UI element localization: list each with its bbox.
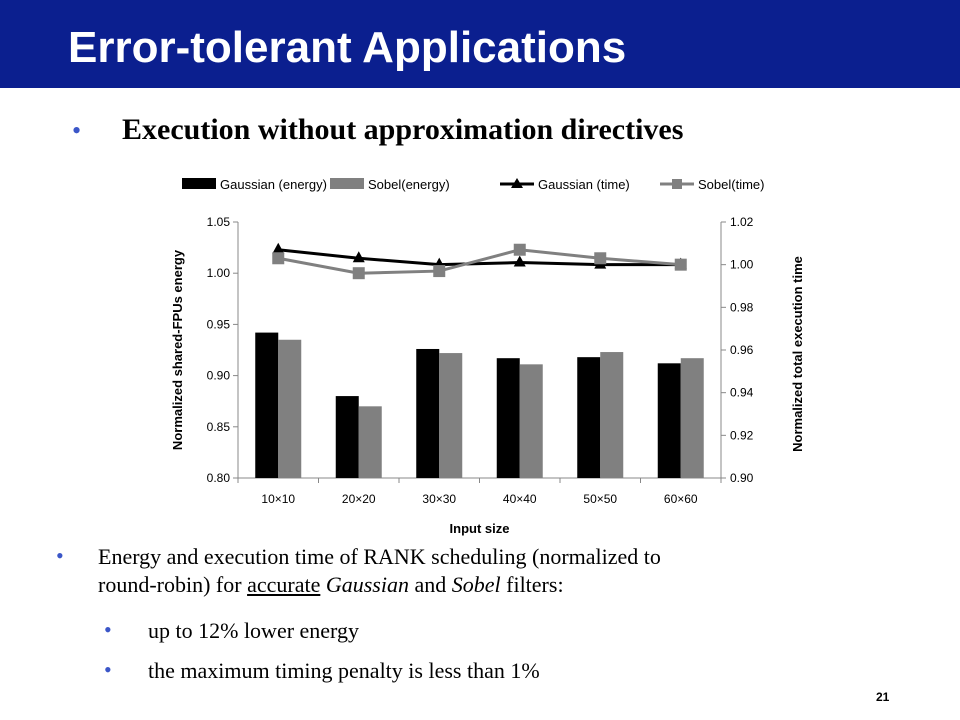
right-tick-label: 1.02 bbox=[730, 215, 754, 229]
right-tick-label: 0.94 bbox=[730, 386, 754, 400]
point-sobel-time bbox=[433, 265, 446, 278]
line-gaussian-time bbox=[278, 248, 681, 267]
text-accurate: accurate bbox=[247, 572, 321, 597]
left-tick-label: 0.85 bbox=[207, 420, 231, 434]
title-bar bbox=[0, 0, 960, 88]
bullet-dot: • bbox=[104, 657, 112, 682]
right-tick-label: 0.98 bbox=[730, 300, 754, 314]
bullet-sub-2-text: the maximum timing penalty is less than … bbox=[148, 658, 540, 683]
bullet-dot: • bbox=[104, 617, 112, 642]
chart: 0.80 0.85 0.90 0.95 1.00 1.05 0.90 0.92 0.94 0.96… bbox=[140, 156, 824, 540]
right-tick-label: 0.92 bbox=[730, 428, 754, 442]
line-sobel-time bbox=[277, 248, 681, 275]
bar-sobel-energy bbox=[439, 353, 463, 478]
bar-gaussian-energy bbox=[657, 363, 681, 478]
legend-label: Gaussian (time) bbox=[538, 177, 630, 192]
legend-marker bbox=[672, 179, 682, 189]
bullet-sub-1-text: up to 12% lower energy bbox=[148, 618, 359, 643]
left-tick-label: 0.90 bbox=[207, 369, 231, 383]
bullet-main-line2: round-robin) for accurate Gaussian and S… bbox=[98, 571, 564, 598]
point-gaussian-time bbox=[272, 242, 285, 254]
text-seg: and bbox=[408, 572, 452, 597]
x-tick-label: 20×20 bbox=[342, 492, 376, 506]
page-number: 21 bbox=[876, 690, 890, 704]
text-seg: round-robin) for bbox=[98, 572, 248, 597]
legend-swatch bbox=[182, 178, 216, 189]
x-tick-label: 50×50 bbox=[583, 492, 617, 506]
right-tick-label: 0.90 bbox=[730, 471, 754, 485]
chart-svg: 0.80 0.85 0.90 0.95 1.00 1.05 0.90 0.92 0.94 0.96… bbox=[170, 177, 805, 536]
point-gaussian-time bbox=[352, 251, 365, 263]
slide-subtitle: Execution without approximation directiv… bbox=[122, 113, 684, 146]
right-tick-label: 0.96 bbox=[730, 343, 754, 357]
legend-swatch bbox=[330, 178, 364, 189]
bar-sobel-energy bbox=[358, 406, 382, 478]
point-sobel-time bbox=[674, 258, 687, 271]
x-tick-label: 40×40 bbox=[503, 492, 537, 506]
text-seg: filters: bbox=[500, 572, 564, 597]
bar-sobel-energy bbox=[680, 358, 704, 478]
bullet-dot: • bbox=[56, 543, 64, 568]
legend-label: Gaussian (energy) bbox=[220, 177, 327, 192]
x-tick-label: 60×60 bbox=[664, 492, 698, 506]
subtitle-bullet: • bbox=[72, 116, 82, 145]
y2-axis-title: Normalized total execution time bbox=[790, 256, 805, 452]
x-axis-title: Input size bbox=[450, 521, 510, 536]
legend-marker bbox=[511, 178, 523, 188]
bar-gaussian-energy bbox=[255, 332, 279, 478]
text-gaussian: Gaussian bbox=[325, 572, 409, 597]
slide-title: Error-tolerant Applications bbox=[68, 23, 627, 72]
legend-label: Sobel(time) bbox=[698, 177, 764, 192]
bar-gaussian-energy bbox=[335, 396, 359, 478]
bar-sobel-energy bbox=[278, 339, 302, 478]
point-gaussian-time bbox=[513, 255, 526, 267]
bar-gaussian-energy bbox=[416, 348, 440, 478]
bar-gaussian-energy bbox=[496, 358, 520, 478]
bar-sobel-energy bbox=[600, 352, 624, 478]
bar-gaussian-energy bbox=[577, 357, 601, 478]
right-tick-label: 1.00 bbox=[730, 258, 754, 272]
x-tick-label: 30×30 bbox=[422, 492, 456, 506]
point-sobel-time bbox=[594, 252, 607, 265]
point-sobel-time bbox=[352, 267, 365, 280]
y-axis-title: Normalized shared-FPUs energy bbox=[170, 249, 185, 450]
point-sobel-time bbox=[513, 243, 526, 256]
left-tick-label: 0.95 bbox=[207, 317, 231, 331]
bullet-main-line1: Energy and execution time of RANK schedu… bbox=[98, 544, 661, 569]
text-sobel: Sobel bbox=[451, 572, 501, 597]
left-tick-label: 1.00 bbox=[207, 266, 231, 280]
x-tick-label: 10×10 bbox=[261, 492, 295, 506]
legend-label: Sobel(energy) bbox=[368, 177, 450, 192]
left-tick-label: 0.80 bbox=[207, 471, 231, 485]
left-tick-label: 1.05 bbox=[207, 215, 231, 229]
bar-sobel-energy bbox=[519, 364, 543, 478]
point-sobel-time bbox=[272, 252, 285, 265]
